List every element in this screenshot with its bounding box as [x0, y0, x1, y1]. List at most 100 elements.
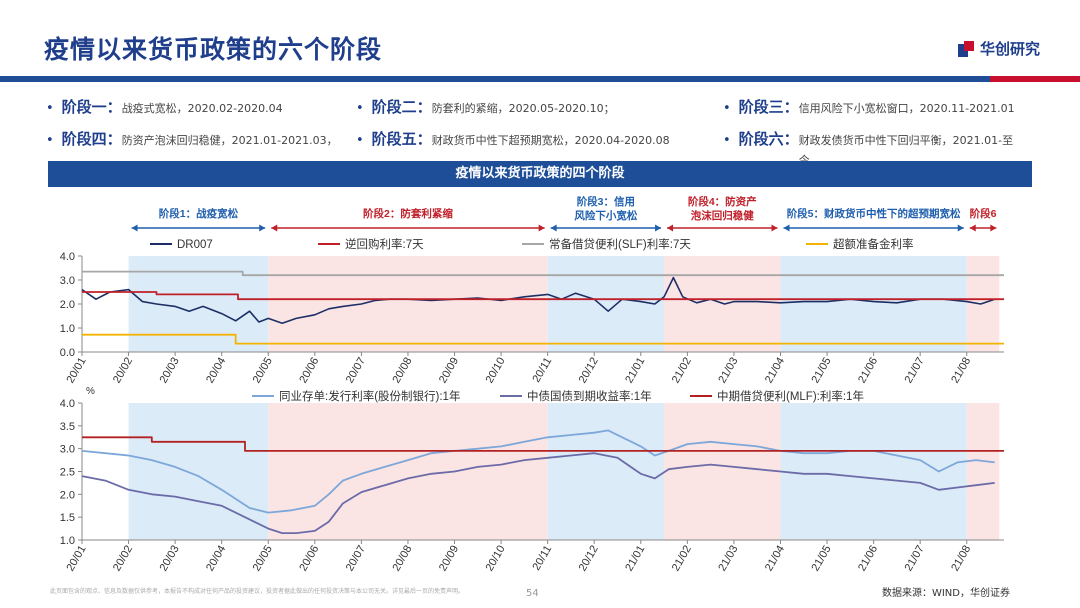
phase-band	[128, 256, 269, 352]
series-line	[82, 291, 1004, 301]
chart-title: 疫情以来货币政策的四个阶段	[48, 161, 1032, 187]
x-tick-label: 21/07	[903, 544, 927, 574]
phase-band	[268, 403, 548, 540]
phase-arrow-head	[131, 224, 138, 232]
y-tick-label: 2.0	[60, 299, 75, 311]
series-line	[82, 270, 1004, 277]
x-tick-label: 21/01	[623, 544, 647, 574]
phase-arrow-head	[667, 224, 674, 232]
x-tick-label: 21/08	[949, 544, 973, 574]
legend-label: 中债国债到期收益率:1年	[527, 389, 652, 403]
phase-arrow-head	[271, 224, 278, 232]
x-tick-label: 21/05	[809, 544, 833, 574]
phase-arrow-head	[771, 224, 778, 232]
stage-item: • 阶段五： 财政货币中性下超预期宽松，2020.04-2020.08	[356, 128, 670, 149]
series-line	[82, 333, 1004, 345]
phase-band	[128, 403, 269, 540]
bullet-icon: •	[723, 101, 731, 116]
bullet-icon: •	[46, 101, 54, 116]
x-tick-label: 20/09	[437, 544, 461, 574]
bullet-icon: •	[723, 133, 731, 148]
stage-name: 阶段六：	[738, 130, 799, 148]
x-tick-label: 21/06	[856, 356, 880, 386]
y-tick-label: 1.5	[60, 512, 75, 524]
legend-label: 同业存单:发行利率(股份制银行):1年	[279, 389, 460, 403]
x-tick-label: 20/03	[158, 544, 182, 574]
disclaimer: 此页面包含的观点、信息及数据仅供参考，本报告不构成对任何产品的投资建议，投资者据…	[50, 588, 465, 595]
phase-band	[664, 403, 781, 540]
stage-list: • 阶段一： 战疫式宽松，2020.02-2020.04 • 阶段二： 防套利的…	[0, 88, 1080, 167]
phase-band	[268, 256, 548, 352]
phase-label: 阶段4：防资产	[688, 195, 757, 208]
x-tick-label: 21/03	[716, 356, 740, 386]
phase-label: 风险下小宽松	[574, 209, 637, 222]
phase-arrow-head	[550, 224, 557, 232]
y-axis-label: %	[86, 386, 95, 397]
y-tick-label: 2.0	[60, 489, 75, 501]
phase-label: 阶段3：信用	[577, 195, 635, 208]
stage-desc: 战疫式宽松，2020.02-2020.04	[121, 102, 283, 115]
phase-arrow-head	[969, 224, 976, 232]
x-tick-label: 20/12	[577, 544, 601, 574]
x-tick-label: 21/05	[809, 356, 833, 386]
legend-label: DR007	[177, 239, 213, 251]
brand-logo: 华创研究	[957, 38, 1040, 59]
x-tick-label: 20/08	[390, 544, 414, 574]
stage-desc: 财政货币中性下超预期宽松，2020.04-2020.08	[431, 134, 670, 147]
x-tick-label: 20/09	[437, 356, 461, 386]
x-tick-label: 21/06	[856, 544, 880, 574]
stage-desc: 信用风险下小宽松窗口，2020.11-2021.01	[798, 102, 1015, 115]
stage-name: 阶段四：	[61, 130, 122, 148]
x-tick-label: 20/01	[64, 356, 88, 386]
phase-label: 泡沫回归稳健	[691, 209, 754, 222]
brand-name: 华创研究	[979, 40, 1040, 58]
stage-name: 阶段二：	[371, 98, 432, 116]
phase-arrow-head	[655, 224, 662, 232]
x-tick-label: 20/02	[111, 544, 135, 574]
phase-arrow-head	[259, 224, 266, 232]
x-tick-label: 20/03	[158, 356, 182, 386]
y-tick-label: 0.0	[60, 347, 75, 359]
stage-name: 阶段五：	[371, 130, 432, 148]
phase-label: 阶段1：战疫宽松	[159, 207, 239, 220]
phase-arrow-head	[990, 224, 997, 232]
x-tick-label: 20/06	[297, 544, 321, 574]
stage-name: 阶段三：	[738, 98, 799, 116]
x-tick-label: 21/01	[623, 356, 647, 386]
phase-band	[780, 256, 967, 352]
legend-label: 超额准备金利率	[833, 237, 914, 251]
y-tick-label: 4.0	[60, 251, 75, 263]
phase-arrow-head	[538, 224, 545, 232]
y-tick-label: 3.0	[60, 275, 75, 287]
y-tick-label: 2.5	[60, 467, 75, 479]
stage-item: • 阶段二： 防套利的紧缩，2020.05-2020.10；	[356, 96, 615, 117]
stage-item: • 阶段三： 信用风险下小宽松窗口，2020.11-2021.01	[723, 96, 1015, 117]
x-tick-label: 20/02	[111, 356, 135, 386]
page-title: 疫情以来货币政策的六个阶段	[44, 35, 383, 64]
x-tick-label: 20/08	[390, 356, 414, 386]
x-tick-label: 20/07	[344, 356, 368, 386]
page-number: 54	[526, 588, 539, 599]
x-tick-label: 20/10	[484, 544, 508, 574]
brand-mark-icon	[957, 40, 974, 57]
series-line	[81, 276, 995, 324]
stage-desc: 防套利的紧缩，2020.05-2020.10；	[431, 102, 615, 115]
phase-band	[547, 256, 665, 352]
y-tick-label: 3.0	[60, 444, 75, 456]
phase-label: 阶段6	[970, 207, 997, 220]
phase-arrow-head	[783, 224, 790, 232]
x-tick-label: 21/03	[716, 544, 740, 574]
stage-item: • 阶段六： 财政发债货币中性下回归平衡，2021.01-至今。	[723, 128, 1019, 171]
stage-name: 阶段一：	[61, 98, 122, 116]
y-tick-label: 4.0	[60, 398, 75, 410]
phase-band	[547, 403, 665, 540]
legend-label: 中期借贷便利(MLF):利率:1年	[717, 389, 864, 403]
header-divider	[0, 76, 1080, 82]
y-tick-label: 3.5	[60, 421, 75, 433]
phase-band	[966, 403, 1000, 540]
x-tick-label: 20/11	[531, 544, 555, 573]
stage-item: • 阶段一： 战疫式宽松，2020.02-2020.04	[46, 96, 283, 117]
series-line	[81, 452, 995, 534]
x-tick-label: 20/11	[531, 356, 555, 385]
